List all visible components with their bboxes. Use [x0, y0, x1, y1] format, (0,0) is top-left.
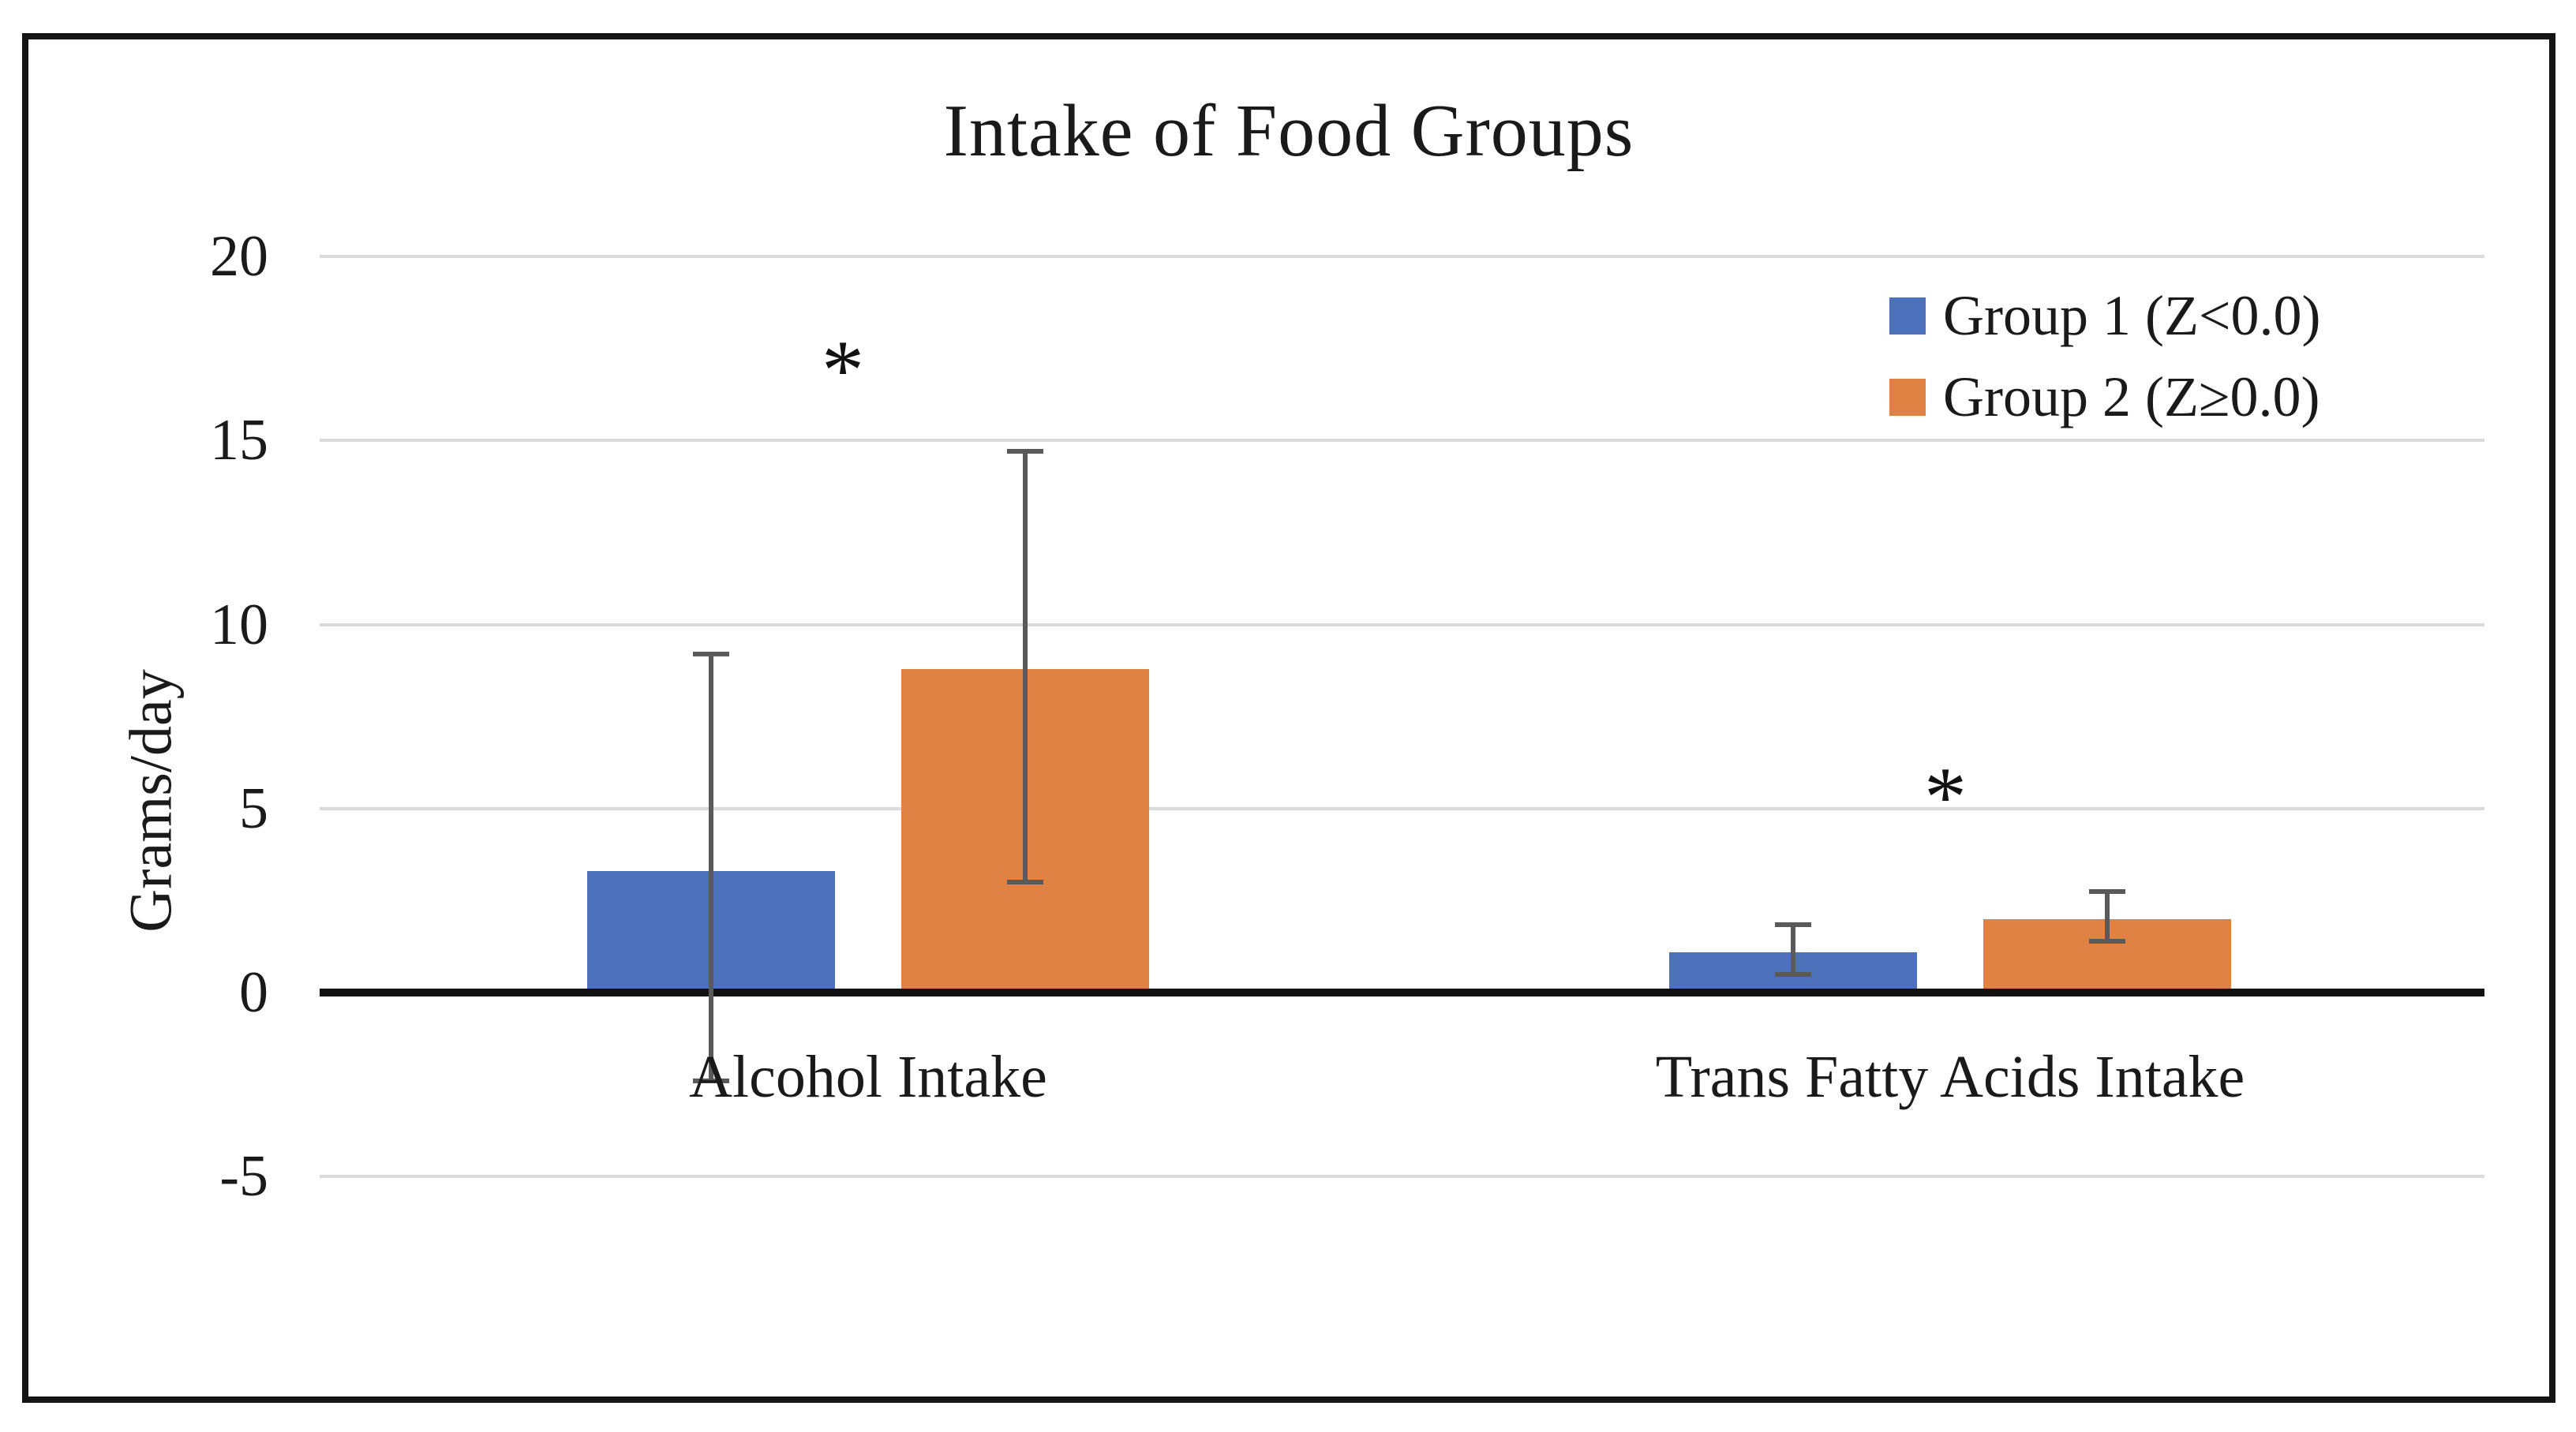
chart-title: Intake of Food Groups	[943, 90, 1634, 172]
y-tick-label: 20	[210, 224, 268, 290]
error-bar-cap	[2089, 938, 2125, 944]
significance-asterisk: *	[1924, 750, 1967, 845]
error-bar-cap	[1775, 971, 1811, 977]
category-label: Alcohol Intake	[689, 1044, 1047, 1110]
error-bar-cap	[1007, 880, 1043, 885]
error-bar-cap	[1007, 449, 1043, 454]
error-bar-cap	[693, 1078, 729, 1083]
y-tick-label: 10	[210, 592, 268, 657]
x-axis-line	[320, 989, 2484, 996]
error-bar-cap	[2089, 888, 2125, 894]
category-label: Trans Fatty Acids Intake	[1655, 1044, 2245, 1110]
y-tick-label: -5	[219, 1144, 268, 1210]
gridline	[320, 623, 2484, 626]
error-bar-cap	[1775, 922, 1811, 927]
y-tick-label: 5	[239, 776, 268, 841]
chart-border-frame	[22, 33, 2555, 1403]
significance-asterisk: *	[822, 323, 864, 418]
gridline	[320, 1175, 2484, 1179]
gridline	[320, 439, 2484, 443]
y-tick-label: 15	[210, 408, 268, 473]
error-bar-cap	[693, 651, 729, 656]
error-bar-line	[2105, 891, 2110, 941]
error-bar-line	[709, 653, 713, 1081]
error-bar-line	[1791, 924, 1795, 974]
y-tick-label: 0	[239, 960, 268, 1025]
error-bar-line	[1023, 451, 1028, 883]
gridline	[320, 255, 2484, 259]
gridline	[320, 806, 2484, 810]
